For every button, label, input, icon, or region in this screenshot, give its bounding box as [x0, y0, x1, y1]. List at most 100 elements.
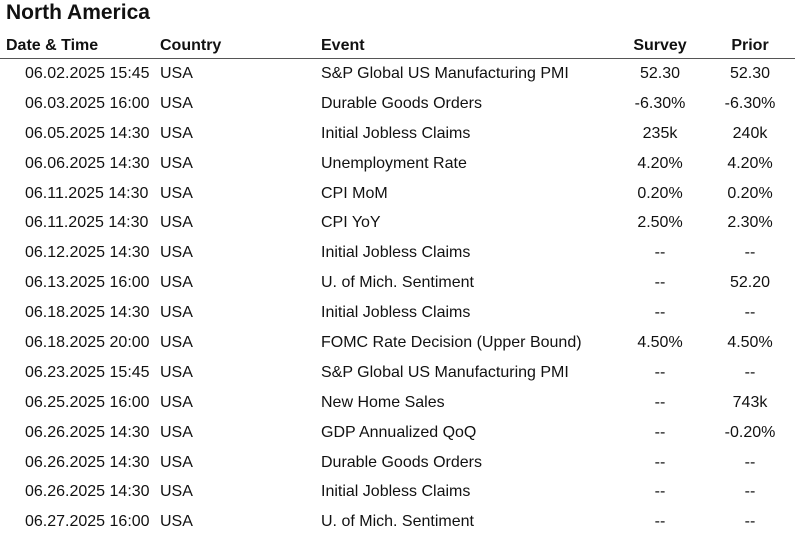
column-header-prior: Prior [731, 37, 769, 54]
cell-date-time: 06.03.2025 16:00 [25, 94, 150, 112]
cell-date-time: 06.27.2025 16:00 [25, 513, 150, 531]
table-row: 06.02.2025 15:45 USA S&P Global US Manufac… [0, 59, 795, 89]
table-row: 06.27.2025 16:00 USA U. of Mich. Sentiment… [0, 507, 795, 537]
cell-survey: -- [654, 423, 666, 441]
cell-prior: -0.20% [724, 423, 776, 441]
cell-country: USA [160, 94, 193, 112]
cell-event: FOMC Rate Decision (Upper Bound) [321, 334, 582, 352]
cell-country: USA [160, 483, 193, 501]
table-row: 06.18.2025 20:00 USA FOMC Rate Decision (U… [0, 328, 795, 358]
cell-survey: -- [654, 513, 666, 531]
cell-date-time: 06.11.2025 14:30 [25, 214, 149, 232]
cell-prior: -- [744, 483, 756, 501]
cell-date-time: 06.23.2025 15:45 [25, 363, 150, 381]
table-row: 06.11.2025 14:30 USA CPI MoM 0.20% 0.20% [0, 179, 795, 209]
cell-country: USA [160, 423, 193, 441]
cell-survey: -- [654, 274, 666, 292]
cell-prior: 52.20 [729, 274, 771, 292]
cell-event: S&P Global US Manufacturing PMI [321, 65, 569, 82]
cell-survey: -- [654, 244, 666, 262]
cell-event: S&P Global US Manufacturing PMI [321, 363, 569, 381]
cell-survey: -- [654, 453, 666, 471]
cell-country: USA [160, 393, 193, 411]
column-header-country: Country [160, 37, 222, 54]
table-row: 06.05.2025 14:30 USA Initial Jobless Claim… [0, 119, 795, 149]
table-header: Date & Time Country Event Survey Prior [0, 34, 795, 59]
cell-survey: 0.20% [637, 184, 683, 202]
cell-prior: -- [744, 363, 756, 381]
cell-date-time: 06.06.2025 14:30 [25, 154, 150, 172]
cell-country: USA [160, 453, 193, 471]
column-header-date-time: Date & Time [6, 37, 99, 54]
cell-survey: 4.20% [637, 154, 683, 172]
cell-country: USA [160, 274, 193, 292]
cell-prior: -- [744, 244, 756, 262]
cell-survey: 4.50% [637, 334, 683, 352]
cell-date-time: 06.26.2025 14:30 [25, 453, 150, 471]
cell-date-time: 06.26.2025 14:30 [25, 483, 150, 501]
cell-prior: 0.20% [727, 184, 773, 202]
cell-prior: 240k [732, 124, 768, 142]
table-row: 06.12.2025 14:30 USA Initial Jobless Claim… [0, 238, 795, 268]
cell-event: Durable Goods Orders [321, 453, 482, 471]
cell-event: U. of Mich. Sentiment [321, 274, 474, 292]
cell-country: USA [160, 65, 193, 82]
table-row: 06.03.2025 16:00 USA Durable Goods Orders -… [0, 89, 795, 119]
cell-event: Initial Jobless Claims [321, 124, 471, 142]
cell-date-time: 06.18.2025 20:00 [25, 334, 150, 352]
cell-survey: 52.30 [639, 65, 681, 82]
cell-survey: -- [654, 304, 666, 322]
cell-country: USA [160, 184, 193, 202]
cell-date-time: 06.05.2025 14:30 [25, 124, 150, 142]
cell-survey: -- [654, 393, 666, 411]
cell-survey: -- [654, 483, 666, 501]
cell-survey: -- [654, 363, 666, 381]
table-row: 06.26.2025 14:30 USA Durable Goods Orders -… [0, 448, 795, 478]
cell-country: USA [160, 214, 193, 232]
cell-prior: 2.30% [727, 214, 773, 232]
cell-country: USA [160, 513, 193, 531]
table-row: 06.13.2025 16:00 USA U. of Mich. Sentiment… [0, 268, 795, 298]
cell-event: Unemployment Rate [321, 154, 467, 172]
cell-prior: 743k [732, 393, 768, 411]
table-row: 06.18.2025 14:30 USA Initial Jobless Claim… [0, 298, 795, 328]
column-header-event: Event [321, 37, 365, 54]
cell-event: CPI MoM [321, 184, 388, 202]
cell-country: USA [160, 244, 193, 262]
cell-event: GDP Annualized QoQ [321, 423, 477, 441]
cell-event: Initial Jobless Claims [321, 244, 471, 262]
table-row: 06.11.2025 14:30 USA CPI YoY 2.50% 2.30% [0, 208, 795, 238]
cell-prior: -- [744, 304, 756, 322]
table-row: 06.25.2025 16:00 USA New Home Sales -- 743k [0, 388, 795, 418]
cell-event: Initial Jobless Claims [321, 304, 471, 322]
cell-date-time: 06.11.2025 14:30 [25, 184, 149, 202]
cell-prior: -6.30% [724, 94, 776, 112]
cell-country: USA [160, 363, 193, 381]
cell-date-time: 06.26.2025 14:30 [25, 423, 150, 441]
cell-country: USA [160, 154, 193, 172]
cell-survey: 235k [642, 124, 678, 142]
column-header-survey: Survey [633, 37, 687, 54]
cell-date-time: 06.13.2025 16:00 [25, 274, 150, 292]
cell-event: CPI YoY [321, 214, 381, 232]
cell-prior: 4.20% [727, 154, 773, 172]
table-row: 06.06.2025 14:30 USA Unemployment Rate 4.20… [0, 149, 795, 179]
cell-prior: 4.50% [727, 334, 773, 352]
cell-event: New Home Sales [321, 393, 445, 411]
cell-event: U. of Mich. Sentiment [321, 513, 474, 531]
cell-prior: -- [744, 453, 756, 471]
table-body: 06.02.2025 15:45 USA S&P Global US Manufac… [0, 59, 795, 537]
cell-survey: -6.30% [634, 94, 686, 112]
cell-country: USA [160, 334, 193, 352]
cell-date-time: 06.25.2025 16:00 [25, 393, 150, 411]
cell-prior: -- [744, 513, 756, 531]
cell-date-time: 06.12.2025 14:30 [25, 244, 150, 262]
cell-country: USA [160, 304, 193, 322]
section-title: North America [6, 1, 150, 24]
table-row: 06.23.2025 15:45 USA S&P Global US Manufac… [0, 358, 795, 388]
table-row: 06.26.2025 14:30 USA Initial Jobless Claim… [0, 477, 795, 507]
cell-event: Durable Goods Orders [321, 94, 482, 112]
table-row: 06.26.2025 14:30 USA GDP Annualized QoQ -- -… [0, 418, 795, 448]
cell-prior: 52.30 [729, 65, 771, 82]
cell-date-time: 06.02.2025 15:45 [25, 65, 150, 82]
